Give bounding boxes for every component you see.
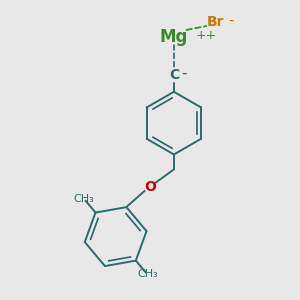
Text: -: - xyxy=(228,13,234,28)
Text: Mg: Mg xyxy=(160,28,188,46)
Text: ++: ++ xyxy=(195,28,217,41)
Text: CH₃: CH₃ xyxy=(137,269,158,279)
Text: CH₃: CH₃ xyxy=(74,194,94,204)
Text: O: O xyxy=(144,180,156,194)
Text: Br: Br xyxy=(207,15,224,28)
Text: -: - xyxy=(181,65,187,80)
Text: C: C xyxy=(169,68,179,82)
